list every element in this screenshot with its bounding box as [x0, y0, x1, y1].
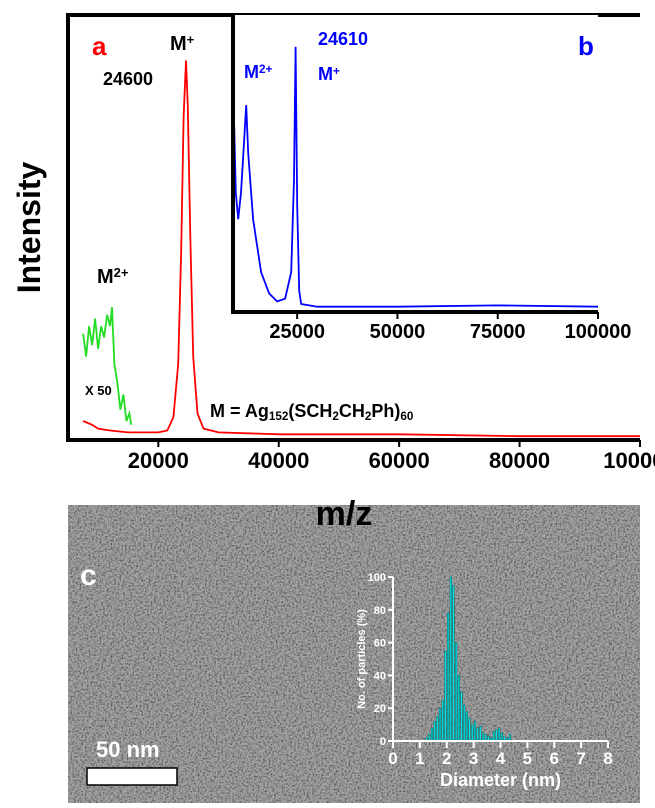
spectrum-line — [233, 46, 599, 308]
y-tick-label: 100 — [368, 572, 386, 584]
annotation-part: M — [97, 266, 114, 288]
annotation-part: M — [170, 33, 187, 55]
y-tick-label: 0 — [380, 736, 386, 748]
annotation: M+ — [170, 32, 195, 55]
x-axis-label: Diameter (nm) — [440, 770, 561, 790]
annotation: M2+ — [244, 62, 273, 82]
x-tick-label: 4 — [496, 749, 506, 768]
annotation-part: (SCH — [288, 401, 332, 421]
x-tick-label: 3 — [469, 749, 478, 768]
annotation-part: c — [80, 559, 97, 592]
histogram-bar — [447, 612, 450, 742]
y-tick-label: 80 — [374, 605, 386, 617]
annotation-part: M — [318, 64, 333, 84]
y-tick-label: 40 — [374, 670, 386, 682]
histogram-bar — [441, 699, 444, 742]
histogram-bar — [460, 691, 463, 742]
x-tick-label: 2 — [442, 749, 451, 768]
histogram-bar — [495, 729, 498, 742]
annotation-part: CH — [339, 401, 365, 421]
annotation-part: 24610 — [318, 29, 368, 49]
histogram-bar — [465, 711, 468, 742]
x-tick-label: 100000 — [603, 448, 655, 473]
histogram-bar — [492, 730, 495, 742]
histogram-bar — [457, 675, 460, 742]
annotation-part: 2 — [365, 410, 372, 423]
annotation: 50 nm — [96, 737, 160, 762]
histogram-bar — [463, 704, 466, 742]
histogram-bar — [473, 721, 477, 742]
annotation-part: 24600 — [103, 69, 153, 89]
histogram-bar — [481, 732, 485, 742]
histogram-bar — [430, 727, 434, 742]
spectrum-line — [82, 307, 133, 425]
histogram-bar — [444, 650, 447, 742]
annotation: c — [80, 559, 97, 592]
annotation-part: + — [333, 65, 340, 78]
histogram-bar — [438, 707, 442, 742]
histogram-bar — [449, 576, 452, 742]
annotation-part: 2+ — [259, 63, 273, 76]
tem-texture — [68, 505, 640, 803]
scale-bar — [86, 767, 178, 786]
annotation-part: 2+ — [114, 265, 129, 280]
histogram-bar — [476, 727, 479, 742]
annotation: 24610 — [318, 29, 368, 49]
annotation: M+ — [318, 64, 340, 84]
x-axis-label: m/z — [316, 495, 373, 533]
histogram-bar — [436, 716, 439, 742]
annotation: a — [92, 31, 107, 61]
x-tick-label: 80000 — [489, 448, 550, 473]
annotation: 24600 — [103, 69, 153, 89]
inset-background — [233, 15, 598, 312]
annotation-part: X 50 — [85, 383, 112, 398]
annotation-part: M — [244, 62, 259, 82]
x-tick-label: 60000 — [369, 448, 430, 473]
histogram-bar — [479, 725, 482, 742]
x-tick-label: 25000 — [269, 321, 325, 343]
annotation: M = Ag152(SCH2CH2Ph)60 — [210, 401, 414, 423]
x-tick-label: 5 — [523, 749, 532, 768]
annotation: b — [578, 31, 594, 61]
y-tick-label: 60 — [374, 638, 386, 650]
x-tick-label: 50000 — [370, 321, 426, 343]
x-tick-label: 7 — [576, 749, 585, 768]
y-tick-label: 20 — [374, 703, 386, 715]
y-axis-label: No. of particles (%) — [356, 609, 368, 709]
spectrum-line — [82, 60, 640, 438]
x-tick-label: 8 — [603, 749, 612, 768]
histogram-bar — [498, 727, 501, 742]
x-tick-label: 75000 — [470, 321, 526, 343]
annotation: M2+ — [97, 265, 129, 288]
histogram-bar — [452, 584, 455, 742]
x-tick-label: 1 — [415, 749, 424, 768]
histogram-bar — [500, 732, 503, 742]
annotation-part: M = Ag — [210, 401, 269, 421]
annotation-part: Ph) — [371, 401, 400, 421]
y-axis-label: Intensity — [11, 162, 47, 294]
annotation: X 50 — [85, 383, 112, 398]
x-tick-label: 0 — [388, 749, 397, 768]
annotation-part: b — [578, 31, 594, 61]
annotation-part: 60 — [400, 410, 414, 423]
x-tick-label: 6 — [550, 749, 559, 768]
annotation-part: 152 — [269, 410, 289, 423]
annotation-part: a — [92, 31, 107, 61]
histogram-bar — [471, 724, 474, 742]
x-tick-label: 20000 — [128, 448, 189, 473]
x-tick-label: 40000 — [248, 448, 309, 473]
annotation-part: 50 nm — [96, 737, 160, 762]
annotation-part: 2 — [332, 410, 339, 423]
histogram-bar — [455, 642, 458, 742]
histogram-bar — [433, 721, 436, 742]
annotation-part: + — [187, 32, 195, 47]
histogram-bar — [468, 717, 471, 742]
x-tick-label: 100000 — [565, 321, 632, 343]
